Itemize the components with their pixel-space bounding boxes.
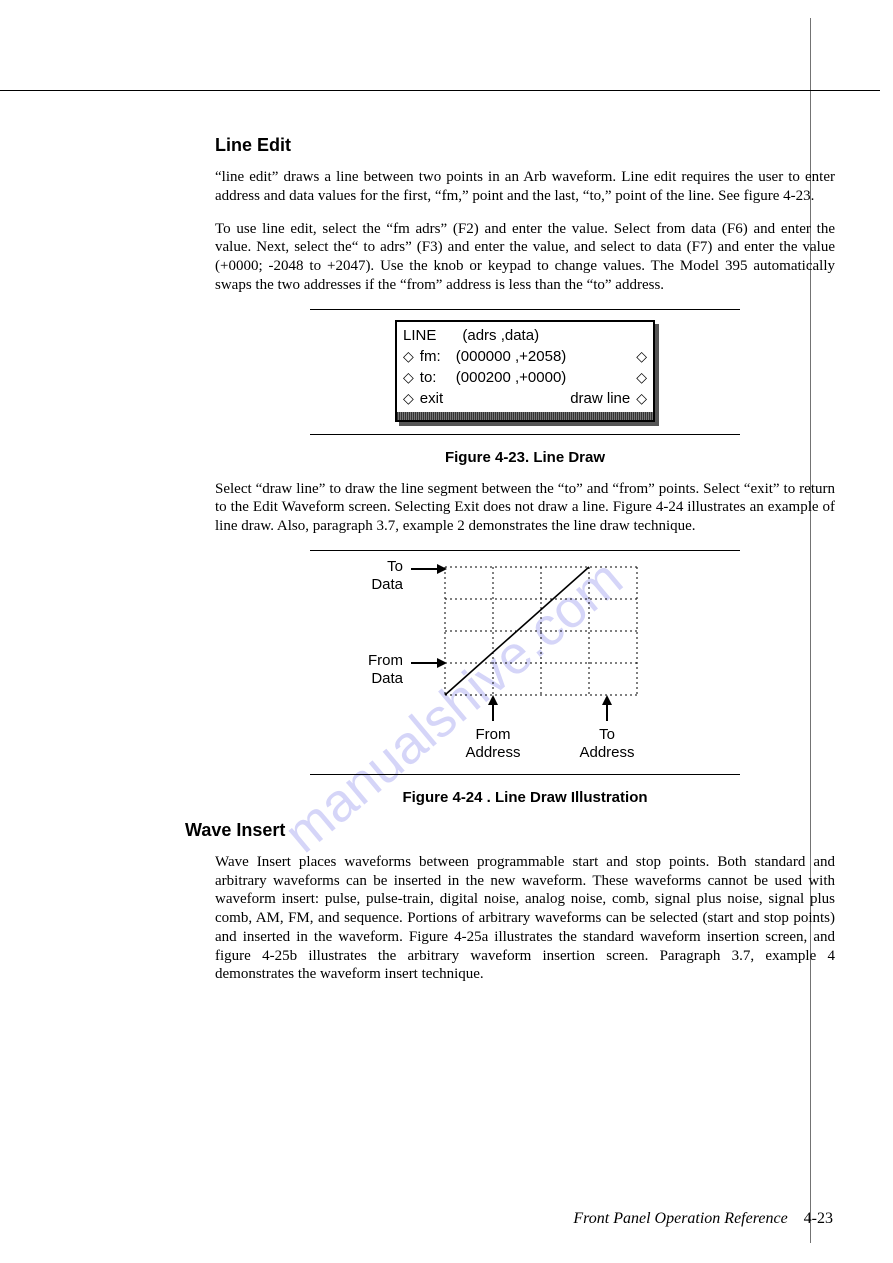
label-to: To (599, 726, 615, 743)
diamond-icon: ◇ (636, 391, 647, 405)
line-draw-diagram: To Data From Data From Address To Addres… (325, 559, 725, 764)
from-address-arrow (488, 695, 498, 721)
lcd-panel: LINE (adrs ,data) ◇ fm: (000000 ,+2058) … (395, 320, 655, 422)
lcd-exit-label: exit (420, 390, 450, 407)
figure-rule (310, 434, 740, 435)
lcd-figure-wrap: LINE (adrs ,data) ◇ fm: (000000 ,+2058) … (215, 310, 835, 430)
lcd-header-left: LINE (403, 327, 436, 344)
label-from: From (368, 652, 403, 669)
heading-wave-insert: Wave Insert (185, 820, 835, 841)
from-data-arrow (411, 658, 447, 668)
lcd-row-fm: ◇ fm: (000000 ,+2058) ◇ (397, 346, 653, 367)
lcd-fm-label: fm: (420, 348, 450, 365)
diamond-icon: ◇ (636, 370, 647, 384)
figure-caption-4-23: Figure 4-23. Line Draw (215, 449, 835, 466)
footer-title: Front Panel Operation Reference (573, 1210, 787, 1227)
diagram-grid (445, 567, 637, 695)
label-to: To (387, 559, 403, 575)
diamond-icon: ◇ (403, 391, 414, 405)
lcd-fm-value: (000000 ,+2058) (456, 348, 630, 365)
label-address: Address (579, 744, 634, 761)
lcd-to-value: (000200 ,+0000) (456, 369, 630, 386)
to-address-arrow (602, 695, 612, 721)
diamond-icon: ◇ (403, 370, 414, 384)
label-data: Data (371, 670, 403, 687)
label-data: Data (371, 576, 403, 593)
diamond-icon: ◇ (403, 349, 414, 363)
to-data-arrow (411, 564, 447, 574)
footer-page-number: 4-23 (804, 1210, 833, 1227)
lcd-header-row: LINE (adrs ,data) (397, 322, 653, 346)
para-line-edit-2: To use line edit, select the “fm adrs” (… (215, 220, 835, 295)
para-line-edit-1: “line edit” draws a line between two poi… (215, 168, 835, 206)
label-address: Address (465, 744, 520, 761)
lcd-row-to: ◇ to: (000200 ,+0000) ◇ (397, 367, 653, 388)
figure-rule (310, 774, 740, 775)
para-wave-insert: Wave Insert places waveforms between pro… (215, 853, 835, 984)
top-horizontal-rule (0, 90, 880, 91)
page-footer: Front Panel Operation Reference 4-23 (573, 1210, 833, 1228)
lcd-bottom-texture (397, 412, 653, 420)
diamond-icon: ◇ (636, 349, 647, 363)
heading-line-edit: Line Edit (215, 135, 835, 156)
page-content: Line Edit “line edit” draws a line betwe… (215, 135, 835, 998)
line-draw-diagram-wrap: To Data From Data From Address To Addres… (215, 551, 835, 770)
lcd-to-label: to: (420, 369, 450, 386)
label-from: From (476, 726, 511, 743)
para-line-edit-3: Select “draw line” to draw the line segm… (215, 480, 835, 536)
lcd-drawline-label: draw line (456, 390, 630, 407)
figure-caption-4-24: Figure 4-24 . Line Draw Illustration (215, 789, 835, 806)
lcd-header-right: (adrs ,data) (462, 327, 539, 344)
lcd-row-exit: ◇ exit draw line ◇ (397, 388, 653, 412)
diagram-labels: To Data From Data From Address To Addres… (368, 559, 635, 761)
